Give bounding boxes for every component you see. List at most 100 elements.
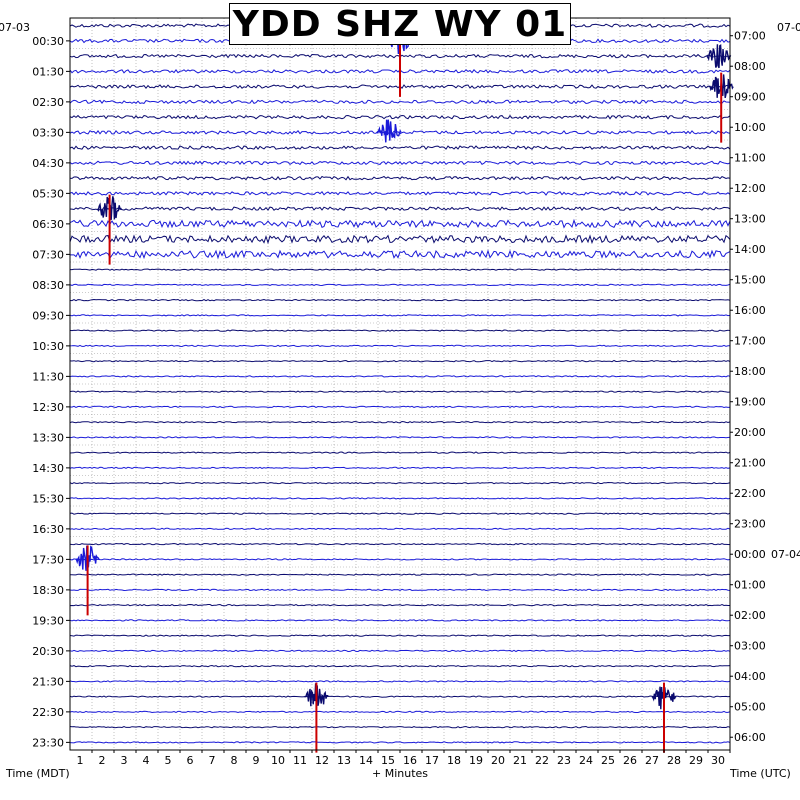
left-tick-label: 17:30 bbox=[32, 553, 64, 566]
trace-row bbox=[69, 145, 731, 151]
minute-tick-label: 4 bbox=[143, 754, 150, 767]
minute-tick-label: 12 bbox=[315, 754, 329, 767]
right-tick-label: 18:00 bbox=[734, 365, 766, 378]
right-tick-label: 14:00 bbox=[734, 243, 766, 256]
left-tick-label: 04:30 bbox=[32, 157, 64, 170]
right-tick-label: 00:00 bbox=[734, 548, 766, 561]
trace-row bbox=[69, 664, 731, 668]
trace-row bbox=[69, 558, 731, 561]
trace-row bbox=[69, 329, 731, 332]
trace-row bbox=[69, 466, 731, 470]
left-time-axis: 00:30 01:30 02:30 03:30 04:30 05:30 06:30 07:30… bbox=[32, 35, 70, 749]
right-tick-label: 21:00 bbox=[734, 457, 766, 470]
minute-tick-label: 16 bbox=[403, 754, 417, 767]
left-tick-label: 00:30 bbox=[32, 35, 64, 48]
left-axis-title: Time (MDT) bbox=[5, 767, 70, 780]
trace-row bbox=[69, 741, 731, 744]
right-tick-label: 02:00 bbox=[734, 609, 766, 622]
trace-row bbox=[70, 268, 731, 271]
left-tick-label: 23:30 bbox=[32, 736, 64, 749]
trace-row bbox=[69, 619, 731, 622]
minute-tick-label: 8 bbox=[231, 754, 238, 767]
trace-row bbox=[69, 710, 731, 714]
minute-tick-label: 23 bbox=[557, 754, 571, 767]
minute-axis: 1 2 3 4 5 6 7 8 9 10 11 12 13 14 15 16 17 18 19 20 21 22 23 24 2… bbox=[77, 750, 731, 767]
minute-tick-label: 22 bbox=[535, 754, 549, 767]
left-tick-label: 15:30 bbox=[32, 492, 64, 505]
right-tick-label: 17:00 bbox=[734, 335, 766, 348]
minute-tick-label: 3 bbox=[121, 754, 128, 767]
trace-row bbox=[69, 588, 731, 592]
right-tick-label: 16:00 bbox=[734, 304, 766, 317]
right-tick-label: 10:00 bbox=[734, 121, 766, 134]
trace-row bbox=[69, 375, 731, 378]
left-tick-label: 08:30 bbox=[32, 279, 64, 292]
right-tick-label: 22:00 bbox=[734, 487, 766, 500]
event-burst bbox=[376, 119, 402, 143]
right-axis-title: Time (UTC) bbox=[729, 767, 791, 780]
trace-row bbox=[69, 512, 731, 515]
chart-title: YDD SHZ WY 01 bbox=[232, 3, 568, 45]
right-tick-label: 07:00 bbox=[734, 30, 766, 43]
minute-tick-label: 21 bbox=[513, 754, 527, 767]
trace-row bbox=[69, 527, 731, 531]
trace-row bbox=[70, 249, 731, 260]
minute-tick-label: 5 bbox=[165, 754, 172, 767]
trace-row bbox=[69, 206, 731, 211]
right-tick-label: 06:00 bbox=[734, 731, 766, 744]
left-tick-label: 10:30 bbox=[32, 340, 64, 353]
chart-title-box: YDD SHZ WY 01 bbox=[229, 3, 571, 45]
trace-row bbox=[69, 603, 730, 607]
trace-row bbox=[69, 390, 731, 393]
left-tick-label: 20:30 bbox=[32, 645, 64, 658]
trace-row bbox=[69, 344, 730, 348]
trace-row bbox=[69, 283, 731, 287]
event-burst bbox=[706, 44, 732, 69]
minute-tick-label: 20 bbox=[491, 754, 505, 767]
minute-tick-label: 19 bbox=[469, 754, 483, 767]
minute-tick-label: 27 bbox=[645, 754, 659, 767]
right-tick-label: 23:00 bbox=[734, 518, 766, 531]
trace-row bbox=[69, 99, 731, 105]
left-tick-label: 07:30 bbox=[32, 248, 64, 261]
minute-tick-label: 25 bbox=[601, 754, 615, 767]
minute-tick-label: 15 bbox=[381, 754, 395, 767]
left-tick-label: 22:30 bbox=[32, 706, 64, 719]
minute-tick-label: 1 bbox=[77, 754, 84, 767]
x-axis-title: + Minutes bbox=[372, 767, 428, 780]
trace-row bbox=[69, 497, 731, 500]
trace-row bbox=[69, 695, 731, 698]
trace-row bbox=[69, 649, 731, 653]
left-tick-label: 16:30 bbox=[32, 523, 64, 536]
minute-tick-label: 28 bbox=[667, 754, 681, 767]
minute-tick-label: 17 bbox=[425, 754, 439, 767]
trace-row bbox=[69, 298, 731, 302]
left-tick-label: 11:30 bbox=[32, 370, 64, 383]
trace-row bbox=[69, 218, 731, 229]
trace-row bbox=[69, 436, 731, 439]
right-tick-label: 01:00 bbox=[734, 579, 766, 592]
left-tick-label: 09:30 bbox=[32, 309, 64, 322]
right-tick-label: 08:00 bbox=[734, 60, 766, 73]
trace-row bbox=[70, 573, 731, 576]
right-tick-label: 03:00 bbox=[734, 640, 766, 653]
left-tick-label: 18:30 bbox=[32, 584, 64, 597]
minute-tick-label: 11 bbox=[293, 754, 307, 767]
trace-row bbox=[69, 359, 731, 363]
right-date-label: 07-0 bbox=[777, 21, 800, 34]
trace-row bbox=[69, 405, 731, 409]
minute-tick-label: 26 bbox=[623, 754, 637, 767]
trace-row bbox=[69, 114, 731, 120]
minute-tick-label: 29 bbox=[689, 754, 703, 767]
right-time-axis: 07:00 08:00 09:00 10:00 11:00 12:00 13:00 14:00… bbox=[730, 30, 800, 744]
minute-tick-label: 10 bbox=[271, 754, 285, 767]
right-midnight-date: 07-04 bbox=[771, 548, 800, 561]
right-tick-label: 13:00 bbox=[734, 213, 766, 226]
right-tick-label: 11:00 bbox=[734, 152, 766, 165]
trace-row bbox=[69, 160, 731, 166]
left-tick-label: 21:30 bbox=[32, 675, 64, 688]
minute-tick-label: 13 bbox=[337, 754, 351, 767]
trace-row bbox=[69, 191, 731, 196]
minute-tick-label: 7 bbox=[209, 754, 216, 767]
minute-tick-label: 30 bbox=[711, 754, 725, 767]
